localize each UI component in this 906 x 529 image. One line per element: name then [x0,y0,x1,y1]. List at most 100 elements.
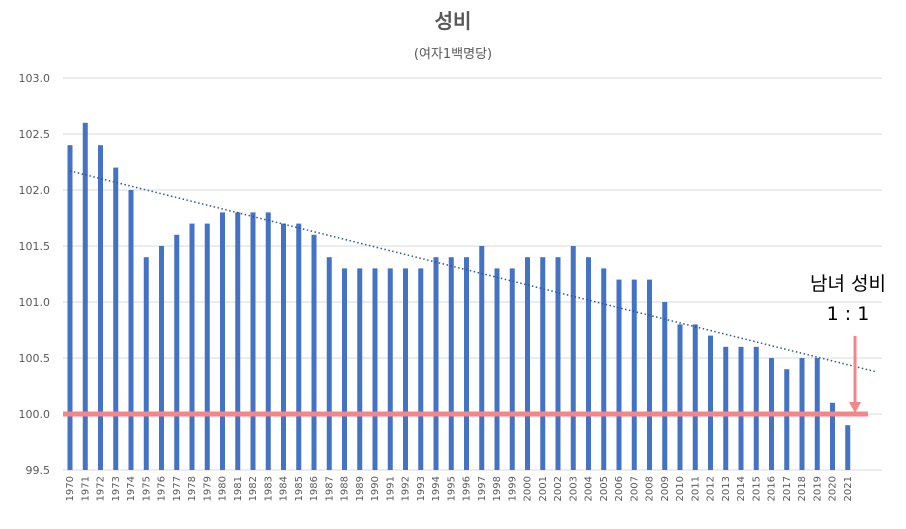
bar [82,122,88,471]
overlays [63,170,875,417]
bar [525,257,530,470]
chart-subtitle: (여자1백명당) [414,47,492,62]
bar [570,246,576,470]
bar [555,257,561,470]
x-tick-label: 1978 [187,476,198,501]
bar [677,324,683,470]
x-tick-label: 1976 [157,476,168,501]
bars [67,122,851,471]
y-tick-label: 101.5 [19,240,51,253]
x-tick-label: 2009 [660,476,671,501]
bar [98,145,103,470]
x-tick-label: 2016 [767,476,778,501]
bar [494,268,500,470]
x-tick-label: 1988 [340,476,351,501]
bar [448,257,454,470]
bar [296,223,302,470]
y-tick-label: 101.0 [19,296,51,309]
gridlines [63,77,882,471]
y-axis-tick-labels: 99.5 100.0 100.5 101.0 101.5 102.0 102.5 103.0 [19,72,51,477]
bar [159,246,164,470]
x-tick-label: 2005 [599,476,610,501]
x-tick-label: 1981 [233,476,244,501]
bar [357,268,363,470]
bar [845,425,851,470]
bar [692,324,698,470]
y-tick-label: 100.0 [19,408,51,421]
bar [753,346,759,470]
y-tick-label: 102.5 [19,128,51,141]
bar [265,212,271,470]
x-tick-label: 1979 [202,476,213,501]
bar [326,257,332,470]
bar [128,190,134,470]
bar [586,257,591,470]
x-tick-label: 2021 [843,476,854,501]
bar [616,279,622,470]
x-tick-label: 1972 [96,476,107,501]
bar [372,268,378,470]
bar [418,268,424,470]
x-tick-label: 1980 [218,476,229,501]
x-tick-label: 1990 [370,476,381,501]
bar [143,257,149,470]
x-tick-label: 2008 [645,476,656,501]
x-axis-tick-labels: 1970 1971 1972 1973 1974 1975 1976 1977 1978 1979… [65,476,854,501]
bar [204,223,210,470]
x-tick-label: 2017 [782,476,793,501]
x-tick-label: 2020 [828,476,839,501]
x-tick-label: 1996 [462,476,473,501]
bar [479,246,485,470]
x-tick-label: 2001 [538,476,549,501]
x-tick-label: 2018 [797,476,808,501]
x-tick-label: 1975 [141,476,152,501]
bar [662,302,668,470]
y-tick-label: 102.0 [19,184,51,197]
bar [830,402,835,470]
x-tick-label: 1998 [492,476,503,501]
x-tick-label: 1999 [507,476,518,501]
x-tick-label: 1997 [477,476,488,501]
bar [342,268,347,470]
x-tick-label: 1984 [279,476,290,501]
bar [601,268,607,470]
bar [67,145,73,470]
bar [738,346,744,470]
bar [189,223,195,470]
x-tick-label: 2014 [736,476,747,501]
bar [631,279,637,470]
bar [540,257,546,470]
bar [647,279,652,470]
bar [433,257,439,470]
x-tick-label: 1994 [431,476,442,501]
bar [784,369,790,470]
x-tick-label: 2013 [721,476,732,501]
bar [708,335,713,470]
bar [281,223,286,470]
x-tick-label: 1995 [446,476,457,501]
x-tick-label: 1977 [172,476,183,501]
x-tick-label: 1985 [294,476,305,501]
x-tick-label: 1986 [309,476,320,501]
x-tick-label: 1983 [263,476,274,501]
x-tick-label: 2002 [553,476,564,501]
bar [235,212,241,470]
bar [387,268,393,470]
x-tick-label: 1970 [65,476,76,501]
x-tick-label: 2004 [584,476,595,501]
y-tick-label: 99.5 [26,464,51,477]
x-tick-label: 2010 [675,476,686,501]
annotation: 남녀 성비 1 : 1 [810,273,886,413]
x-tick-label: 2003 [568,476,579,501]
annotation-ratio: 1 : 1 [827,303,870,325]
bar [311,234,317,470]
x-tick-label: 2019 [812,476,823,501]
x-tick-label: 1989 [355,476,366,501]
bar [464,257,469,470]
x-tick-label: 1991 [385,476,396,501]
x-tick-label: 2007 [629,476,640,501]
x-tick-label: 1974 [126,476,137,501]
bar [174,234,180,470]
